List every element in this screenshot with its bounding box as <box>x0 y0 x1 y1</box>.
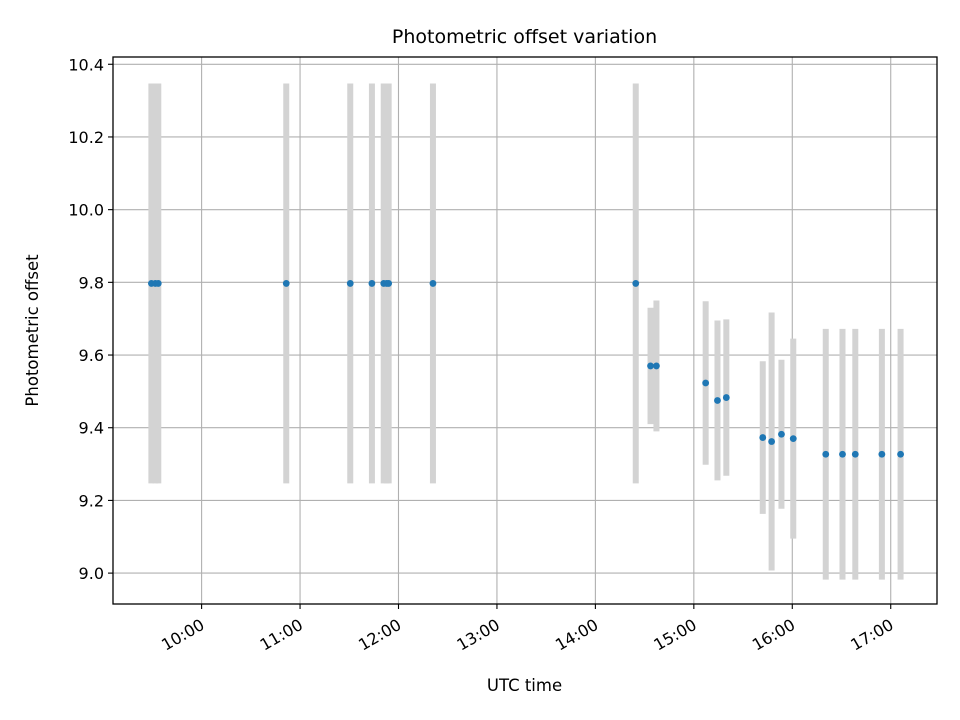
data-point <box>385 280 393 287</box>
data-point <box>789 435 797 443</box>
y-tick-label: 10.4 <box>68 55 104 74</box>
chart-title: Photometric offset variation <box>392 26 657 48</box>
y-tick-label: 10.2 <box>68 128 104 147</box>
data-point <box>429 280 437 287</box>
data-point <box>653 362 660 370</box>
data-point <box>722 394 730 401</box>
data-point <box>759 434 767 441</box>
data-point <box>839 450 846 458</box>
y-tick-label: 9.2 <box>79 491 104 510</box>
y-tick-label: 10.0 <box>68 201 104 220</box>
y-tick-label: 9.6 <box>79 346 104 365</box>
data-point <box>897 450 904 458</box>
y-tick-label: 9.0 <box>79 564 104 583</box>
data-point <box>714 397 721 404</box>
data-point <box>647 362 654 370</box>
data-point <box>768 438 776 445</box>
data-points <box>147 280 904 458</box>
x-axis-label: UTC time <box>487 676 562 695</box>
grid-lines <box>113 57 937 604</box>
y-axis-label: Photometric offset <box>23 254 42 407</box>
data-point <box>154 280 162 287</box>
data-point <box>632 280 640 287</box>
data-point <box>282 280 290 287</box>
data-point <box>778 430 785 438</box>
data-point <box>346 280 354 287</box>
y-tick-label: 9.8 <box>79 273 104 292</box>
plot-frame <box>112 56 938 605</box>
data-point <box>368 280 376 287</box>
data-point <box>702 379 710 387</box>
data-point <box>851 450 859 458</box>
y-axis-ticks: 9.0 9.2 9.4 9.6 9.8 10.0 10.2 10.4 <box>68 55 113 583</box>
data-point <box>822 450 830 458</box>
data-point <box>878 450 886 458</box>
y-tick-label: 9.4 <box>79 419 104 438</box>
